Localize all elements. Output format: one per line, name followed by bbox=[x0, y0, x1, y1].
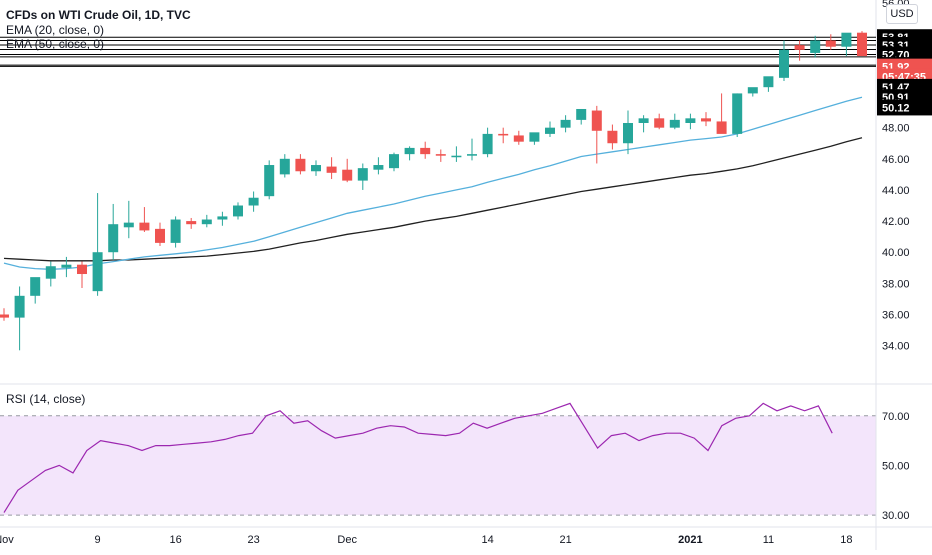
price-tick-label: 46.00 bbox=[882, 154, 910, 166]
candle-body bbox=[654, 118, 665, 128]
price-mark-box bbox=[877, 99, 932, 116]
candle-body bbox=[669, 119, 680, 128]
time-tick-label: 18 bbox=[840, 534, 852, 546]
rsi-tick-label: 30.00 bbox=[882, 510, 910, 522]
candle-body bbox=[701, 118, 711, 122]
candle-body bbox=[545, 127, 555, 134]
price-tick-label: 34.00 bbox=[882, 341, 910, 353]
candle-body bbox=[732, 93, 743, 134]
candle-body bbox=[357, 168, 368, 181]
rsi-tick-label: 70.00 bbox=[882, 411, 910, 423]
candle-body bbox=[794, 45, 805, 50]
time-tick-label: 21 bbox=[559, 534, 571, 546]
candle-body bbox=[373, 165, 384, 170]
price-tick-label: 48.00 bbox=[882, 123, 910, 135]
candle-body bbox=[591, 110, 602, 131]
candle-body bbox=[342, 169, 353, 181]
candle-body bbox=[498, 133, 509, 136]
price-tick-label: 38.00 bbox=[882, 278, 910, 290]
price-tick-label: 36.00 bbox=[882, 309, 910, 321]
candle-body bbox=[45, 266, 56, 279]
time-tick-label: 11 bbox=[763, 534, 774, 546]
time-tick-label: Dec bbox=[337, 534, 357, 546]
price-tick-label: 40.00 bbox=[882, 247, 910, 259]
candle-body bbox=[529, 132, 540, 142]
candle-body bbox=[451, 155, 462, 158]
candle-body bbox=[201, 219, 212, 225]
candle-body bbox=[186, 221, 197, 225]
time-tick-label: 16 bbox=[169, 534, 181, 546]
candle-body bbox=[389, 154, 399, 169]
candle-body bbox=[155, 228, 165, 243]
candle-body bbox=[482, 133, 493, 155]
candle-body bbox=[217, 216, 228, 220]
candle-body bbox=[747, 87, 758, 94]
candle-body bbox=[0, 314, 9, 318]
candle-body bbox=[716, 121, 727, 134]
candle-body bbox=[685, 118, 696, 123]
rsi-tick-label: 50.00 bbox=[882, 460, 910, 472]
candle-body bbox=[279, 158, 290, 175]
candle-body bbox=[467, 154, 477, 156]
candle-body bbox=[61, 264, 72, 268]
candle-body bbox=[857, 32, 867, 57]
candle-body bbox=[560, 119, 571, 128]
candle-body bbox=[841, 32, 852, 47]
candle-body bbox=[404, 147, 415, 155]
candle-body bbox=[170, 219, 181, 243]
candle-body bbox=[123, 222, 134, 228]
time-tick-label: Nov bbox=[0, 534, 14, 546]
candle-body bbox=[513, 135, 524, 142]
rsi-line bbox=[3, 402, 833, 513]
ema50-line bbox=[3, 137, 863, 262]
price-tick-label: 42.00 bbox=[882, 216, 910, 228]
price-tick-label: 44.00 bbox=[882, 185, 910, 197]
candle-body bbox=[295, 158, 306, 172]
candle-body bbox=[248, 197, 259, 206]
price-mark-label: 50.12 bbox=[882, 102, 910, 114]
candle-body bbox=[763, 76, 774, 88]
candle-body bbox=[77, 264, 87, 275]
ema20-line bbox=[3, 96, 863, 270]
candle-body bbox=[638, 118, 649, 123]
candle-body bbox=[420, 147, 431, 155]
candle-body bbox=[326, 166, 337, 173]
candle-body bbox=[264, 165, 275, 197]
candle-body bbox=[810, 40, 821, 53]
candle-body bbox=[623, 122, 633, 144]
currency-button[interactable]: USD bbox=[886, 4, 918, 24]
candle-body bbox=[435, 154, 446, 156]
candle-body bbox=[607, 130, 618, 144]
candle-body bbox=[779, 49, 789, 78]
chart-title[interactable]: CFDs on WTI Crude Oil, 1D, TVC bbox=[6, 8, 191, 22]
legend-ema50[interactable]: EMA (50, close, 0) bbox=[6, 37, 105, 51]
candle-body bbox=[92, 252, 103, 292]
candle-body bbox=[108, 224, 119, 253]
time-tick-label: 14 bbox=[481, 534, 493, 546]
legend-ema20[interactable]: EMA (20, close, 0) bbox=[6, 23, 105, 37]
candle-body bbox=[576, 108, 587, 120]
time-tick-label: 2021 bbox=[678, 534, 702, 546]
legend-rsi[interactable]: RSI (14, close) bbox=[6, 392, 86, 406]
candle-body bbox=[139, 222, 150, 231]
candle-body bbox=[14, 295, 25, 318]
candle-body bbox=[311, 165, 321, 172]
candle-body bbox=[825, 40, 836, 47]
candle-body bbox=[233, 205, 243, 217]
time-tick-label: 9 bbox=[95, 534, 101, 546]
time-tick-label: 23 bbox=[247, 534, 259, 546]
candle-body bbox=[30, 277, 41, 296]
rsi-band bbox=[0, 415, 876, 516]
